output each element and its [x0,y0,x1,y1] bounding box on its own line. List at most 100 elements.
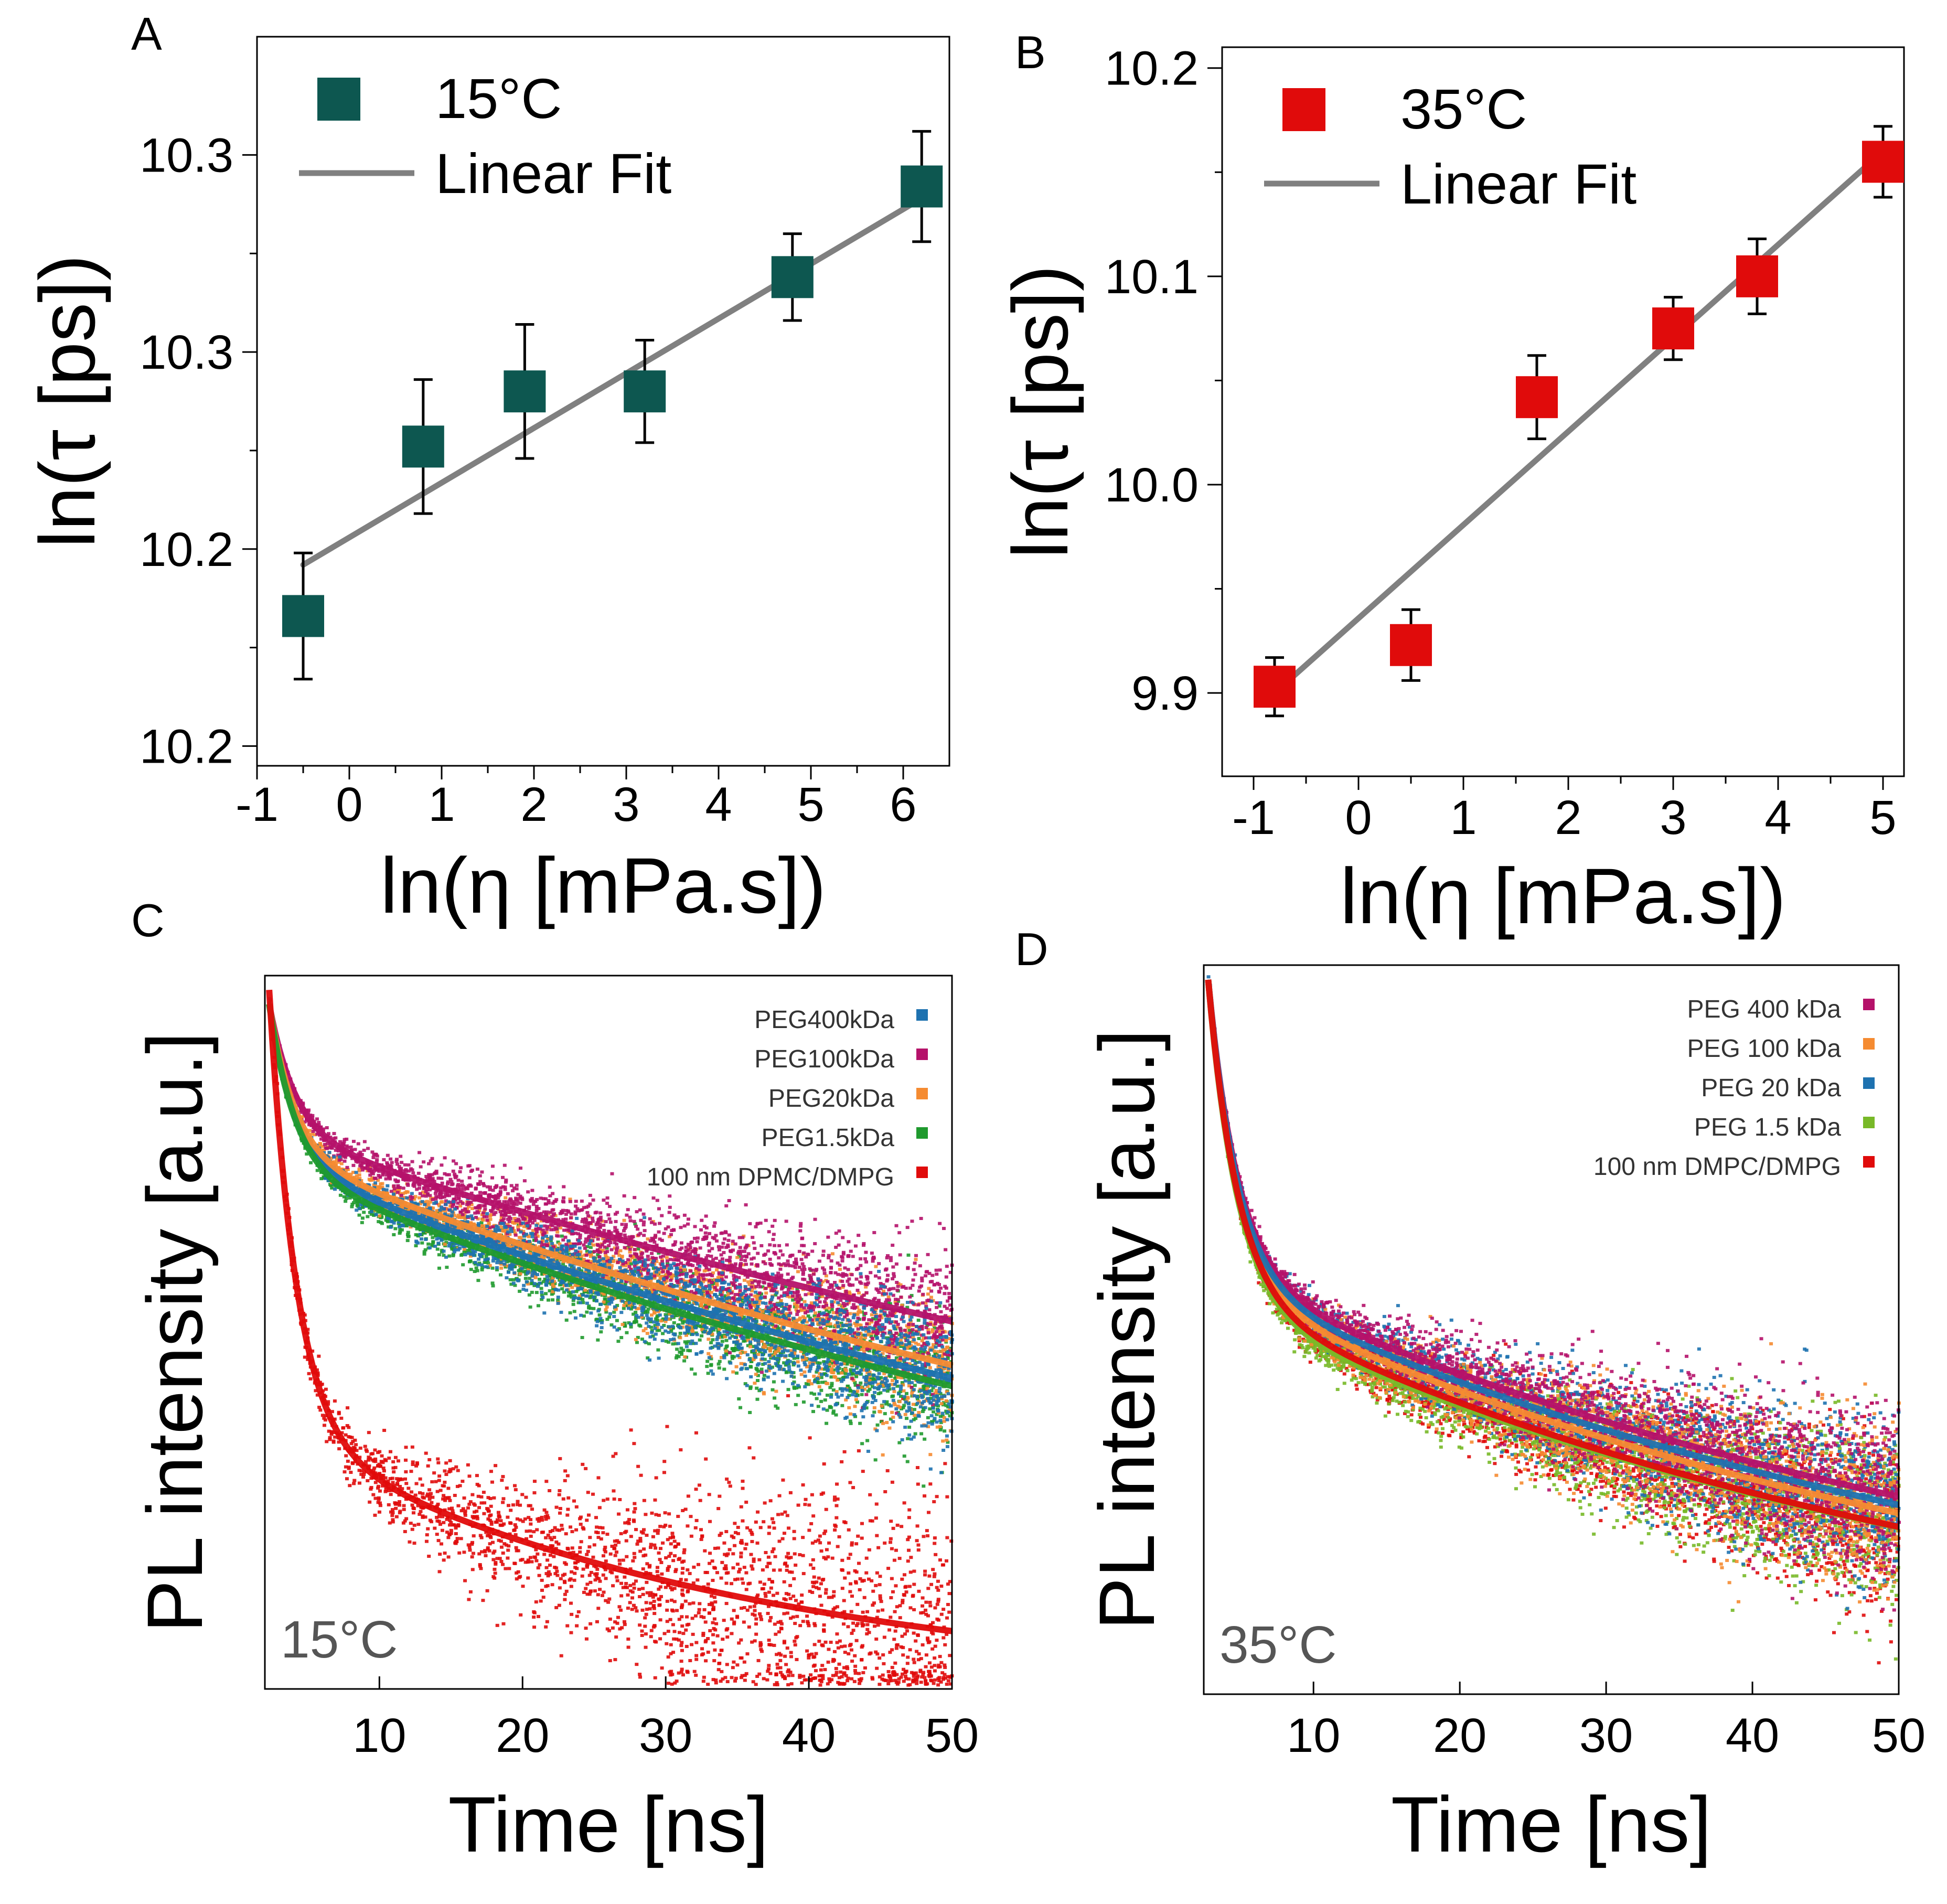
data-point [573,1561,577,1565]
data-point [648,1593,652,1597]
data-point [914,1671,918,1675]
data-point [383,1476,388,1480]
data-point [937,1679,941,1683]
data-point [667,1682,671,1685]
data-point [928,1600,932,1604]
data-point [648,1607,652,1611]
data-point [848,1481,852,1484]
data-point [895,1682,900,1686]
data-point [753,1639,757,1643]
data-point [744,1543,748,1546]
data-point [650,1592,655,1596]
data-point [907,1585,912,1588]
data-point [537,1614,541,1618]
data-point [694,1657,699,1661]
data-point [749,1553,753,1556]
data-point [448,1499,452,1502]
data-point [572,1499,576,1503]
data-point [515,1571,519,1575]
data-point [406,1231,410,1234]
fit-line [1271,148,1886,696]
data-point [947,1592,951,1596]
data-point [501,1563,505,1566]
data-point [881,1608,885,1612]
data-point [622,1307,626,1310]
data-point [540,1515,544,1519]
data-point [454,1542,458,1545]
data-point [426,1492,430,1496]
data-point [771,1593,775,1597]
data-point [739,1656,743,1660]
data-point [823,1398,827,1402]
data-point [681,1567,685,1570]
data-point [515,1549,519,1553]
data-point [830,1615,835,1619]
data-point [740,1539,744,1543]
data-point [711,1579,715,1582]
data-point [505,1486,509,1490]
data-point [486,1534,490,1537]
data-point [614,1452,618,1456]
data-point [933,1678,937,1682]
data-point [467,1545,472,1549]
data-point [544,1625,548,1629]
data-point [890,1547,894,1550]
data-point [839,1670,843,1674]
data-point [516,1503,520,1506]
data-point [766,1555,771,1559]
data-point [754,1373,758,1376]
data-point [419,1510,423,1513]
data-point [879,1420,883,1424]
data-point [794,1563,798,1567]
data-point [563,1592,567,1596]
data-point [851,1486,855,1490]
data-point [693,1526,698,1529]
data-point [490,1281,495,1285]
data-point [462,1550,466,1554]
data-point [651,1605,656,1609]
data-point [680,1606,684,1609]
data-point [477,1552,482,1556]
data-point [843,1372,848,1375]
data-point [730,1354,734,1358]
data-point [752,1605,756,1608]
data-point [420,1483,424,1487]
data-point [754,1632,758,1636]
data-point [438,1523,442,1526]
data-point [322,1424,326,1427]
data-point [544,1292,548,1296]
data-point [835,1482,839,1486]
data-point [515,1517,519,1521]
data-point [820,1664,825,1667]
data-point [634,1319,638,1322]
data-point [303,1355,307,1359]
data-point [617,1541,621,1544]
data-point [893,1661,897,1665]
data-point [391,1466,395,1470]
data-point [915,1682,919,1685]
data-point [851,1629,855,1632]
data-point [748,1342,753,1346]
data-point [717,1366,721,1370]
data-point [553,1526,557,1529]
data-point [624,370,666,413]
data-point [924,1679,928,1683]
data-point [587,1545,592,1549]
data-point [540,1588,544,1592]
data-point [854,1624,859,1628]
data-point [572,1310,576,1313]
data-point [847,1571,851,1575]
data-point [719,1532,723,1535]
data-point [909,1556,913,1559]
data-point [411,1511,415,1515]
x-tick-label: 4 [705,778,732,831]
data-point [484,1531,488,1534]
data-point [890,1648,894,1652]
data-point [846,1667,850,1671]
data-point [870,1385,874,1388]
data-point [390,1477,394,1480]
data-point [902,1454,906,1458]
data-point [833,1495,837,1499]
data-point [446,1486,451,1490]
data-point [885,1469,890,1473]
